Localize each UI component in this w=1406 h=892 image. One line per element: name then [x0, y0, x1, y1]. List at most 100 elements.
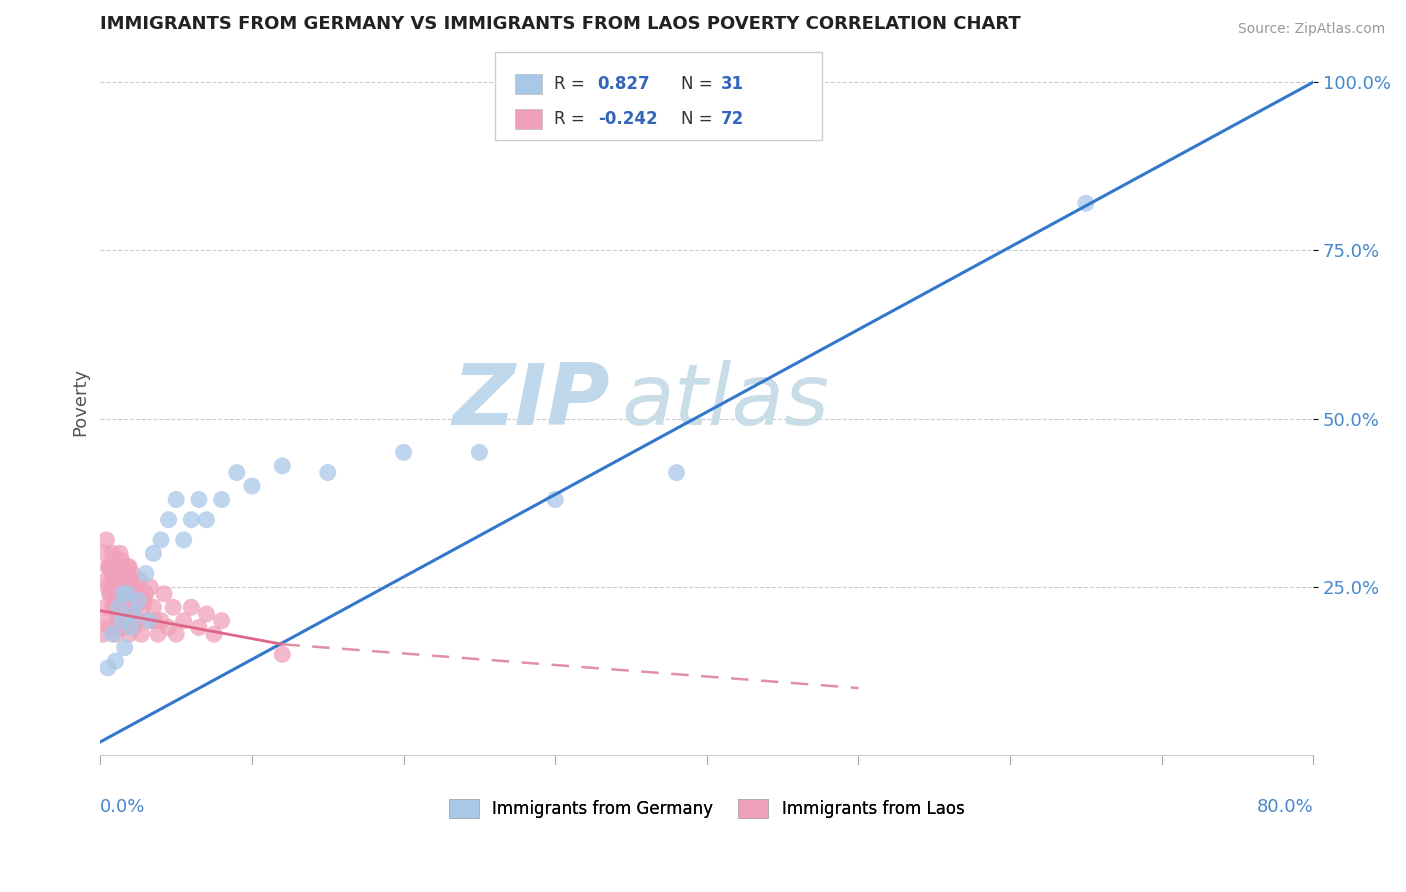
Point: [225, 466, 247, 480]
Point: [101, 546, 124, 560]
Point: [121, 566, 143, 581]
Text: 0.0%: 0.0%: [100, 797, 146, 816]
Point: [100, 587, 122, 601]
Point: [108, 559, 131, 574]
Point: [97, 559, 120, 574]
Point: [114, 574, 136, 588]
Point: [544, 492, 567, 507]
Point: [173, 614, 195, 628]
Point: [110, 614, 132, 628]
Point: [114, 587, 136, 601]
Point: [122, 607, 145, 621]
Point: [127, 614, 149, 628]
Point: [118, 559, 141, 574]
Point: [103, 574, 125, 588]
Point: [135, 587, 157, 601]
Point: [107, 580, 129, 594]
Point: [132, 593, 155, 607]
Point: [96, 574, 118, 588]
Point: [157, 620, 180, 634]
Point: [128, 593, 150, 607]
Text: 80.0%: 80.0%: [1257, 797, 1313, 816]
Point: [153, 587, 176, 601]
Legend: Immigrants from Germany, Immigrants from Laos: Immigrants from Germany, Immigrants from…: [443, 792, 972, 825]
Point: [316, 466, 339, 480]
Point: [115, 580, 138, 594]
Point: [94, 600, 117, 615]
Point: [104, 627, 127, 641]
Text: 72: 72: [721, 110, 745, 128]
Text: R =: R =: [554, 75, 591, 93]
Point: [120, 574, 142, 588]
Point: [180, 513, 202, 527]
Point: [150, 533, 173, 547]
FancyBboxPatch shape: [495, 52, 823, 140]
Point: [211, 492, 233, 507]
Point: [143, 614, 166, 628]
Point: [392, 445, 415, 459]
Point: [98, 620, 121, 634]
Point: [122, 620, 145, 634]
Point: [127, 593, 149, 607]
Point: [105, 580, 128, 594]
Text: N =: N =: [682, 75, 718, 93]
Point: [138, 614, 160, 628]
Point: [195, 607, 218, 621]
Point: [173, 533, 195, 547]
Point: [139, 580, 162, 594]
Point: [93, 627, 115, 641]
Point: [98, 587, 121, 601]
Text: atlas: atlas: [621, 360, 830, 443]
Text: R =: R =: [554, 110, 591, 128]
Point: [271, 458, 294, 473]
Point: [117, 559, 139, 574]
Point: [97, 580, 120, 594]
Point: [103, 566, 125, 581]
Text: 0.827: 0.827: [598, 75, 651, 93]
FancyBboxPatch shape: [515, 109, 541, 129]
Point: [108, 546, 131, 560]
Point: [114, 640, 136, 655]
Point: [142, 600, 165, 615]
Text: Source: ZipAtlas.com: Source: ZipAtlas.com: [1237, 22, 1385, 37]
Point: [150, 614, 173, 628]
Point: [96, 533, 118, 547]
Point: [468, 445, 491, 459]
Point: [180, 600, 202, 615]
Point: [97, 661, 120, 675]
Point: [128, 574, 150, 588]
Point: [112, 587, 135, 601]
Point: [101, 574, 124, 588]
Point: [187, 492, 209, 507]
Text: 31: 31: [721, 75, 745, 93]
Point: [98, 559, 121, 574]
Point: [135, 566, 157, 581]
Point: [240, 479, 263, 493]
Point: [134, 593, 156, 607]
Point: [125, 580, 148, 594]
Point: [101, 627, 124, 641]
Point: [132, 600, 155, 615]
Point: [146, 627, 169, 641]
Point: [165, 627, 187, 641]
Point: [138, 614, 160, 628]
Point: [104, 593, 127, 607]
Point: [112, 620, 135, 634]
Point: [105, 607, 128, 621]
Point: [107, 600, 129, 615]
Point: [112, 574, 135, 588]
Text: -0.242: -0.242: [598, 110, 657, 128]
Point: [1074, 196, 1097, 211]
FancyBboxPatch shape: [515, 74, 541, 94]
Point: [665, 466, 688, 480]
Point: [142, 546, 165, 560]
Point: [104, 600, 127, 615]
Point: [110, 600, 132, 615]
Point: [271, 648, 294, 662]
Point: [122, 587, 145, 601]
Point: [202, 627, 225, 641]
Text: N =: N =: [682, 110, 718, 128]
Text: IMMIGRANTS FROM GERMANY VS IMMIGRANTS FROM LAOS POVERTY CORRELATION CHART: IMMIGRANTS FROM GERMANY VS IMMIGRANTS FR…: [100, 15, 1021, 33]
Point: [195, 513, 218, 527]
Point: [211, 614, 233, 628]
